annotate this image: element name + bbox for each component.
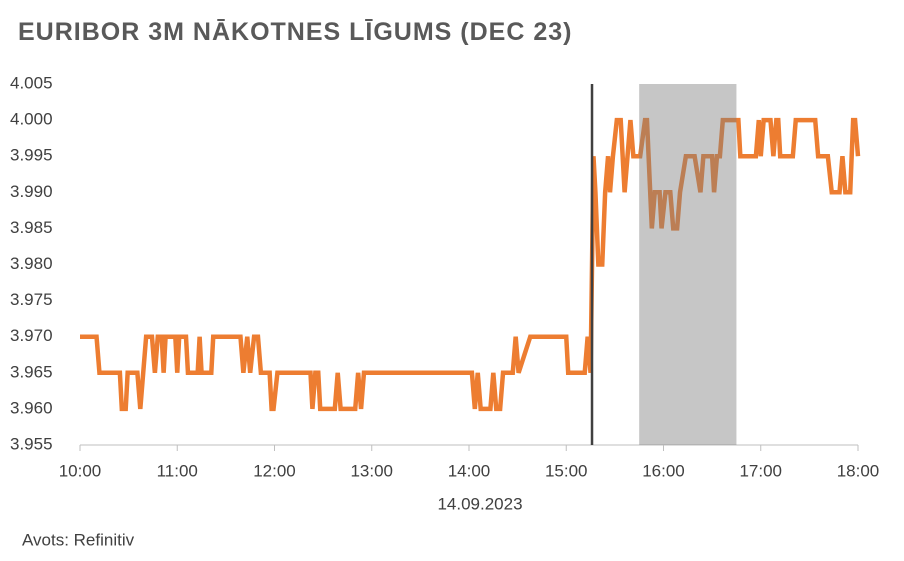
y-tick-label: 3.975 (10, 290, 53, 309)
y-tick-label: 3.980 (10, 254, 53, 273)
x-tick-label: 16:00 (642, 461, 685, 480)
x-tick-label: 15:00 (545, 461, 588, 480)
y-tick-label: 4.005 (10, 73, 53, 92)
y-tick-label: 3.960 (10, 398, 53, 417)
x-tick-label: 12:00 (253, 461, 296, 480)
shaded-range (639, 84, 737, 445)
y-tick-label: 3.970 (10, 326, 53, 345)
y-tick-label: 4.000 (10, 110, 53, 129)
x-tick-label: 13:00 (350, 461, 393, 480)
y-tick-label: 3.995 (10, 146, 53, 165)
y-tick-label: 3.965 (10, 362, 53, 381)
x-axis-label: 14.09.2023 (437, 494, 522, 513)
x-tick-label: 14:00 (448, 461, 491, 480)
source: Avots: Refinitiv (22, 530, 135, 549)
y-tick-label: 3.990 (10, 182, 53, 201)
x-tick-label: 17:00 (739, 461, 782, 480)
y-tick-label: 3.985 (10, 218, 53, 237)
data-line (80, 117, 861, 412)
chart-title: EURIBOR 3M NĀKOTNES LĪGUMS (DEC 23) (18, 18, 572, 46)
x-tick-label: 18:00 (837, 461, 880, 480)
x-tick-label: 11:00 (157, 461, 198, 480)
y-tick-label: 3.955 (10, 434, 53, 453)
x-tick-label: 10:00 (59, 461, 102, 480)
